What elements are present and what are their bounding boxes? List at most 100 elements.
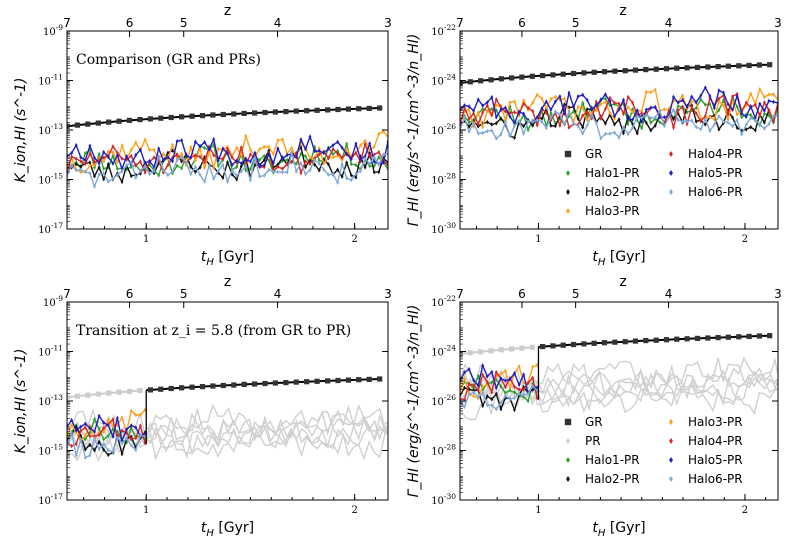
series-point <box>472 108 476 113</box>
series-point <box>603 96 607 101</box>
series-point <box>102 171 106 176</box>
series-point <box>485 108 489 113</box>
panel-p3: 1 2 10-9 10-11 10-13 10-15 10-17 7 6 5 4 3 z tH [Gyr]… <box>13 274 392 539</box>
series-point <box>576 94 580 99</box>
series-point <box>345 176 349 181</box>
legend-marker <box>564 418 572 426</box>
series-point <box>340 155 344 160</box>
series-point <box>326 162 330 167</box>
series-point <box>221 162 225 168</box>
legend-marker <box>669 170 673 176</box>
legend-label: Halo2-PR <box>585 472 640 486</box>
series-point <box>88 430 92 435</box>
series-point <box>544 125 548 131</box>
series-point <box>212 142 216 147</box>
series-point <box>626 116 630 121</box>
gr-point <box>725 63 731 69</box>
legend-label: Halo6-PR <box>688 185 743 199</box>
series-point <box>102 149 106 155</box>
series-point <box>111 434 115 439</box>
series-point <box>102 159 106 164</box>
series-point <box>193 169 197 175</box>
series-point <box>744 114 748 119</box>
gr-point <box>725 334 731 340</box>
series-point <box>494 97 498 102</box>
series-point <box>281 170 284 175</box>
series-point <box>88 151 92 156</box>
series-point <box>171 148 174 153</box>
y-axis-title: K_ion,HI (s^-1) <box>13 349 29 454</box>
legend-label: Halo5-PR <box>688 453 743 467</box>
series-point <box>649 90 653 95</box>
series-point <box>93 184 96 189</box>
z-axis-title: z <box>619 274 626 290</box>
gr-point-pre <box>74 393 80 399</box>
series-point <box>354 150 358 156</box>
gr-point <box>335 106 341 113</box>
gr-point <box>210 112 216 118</box>
gr-point-pre <box>488 348 494 354</box>
y-tick-label: 10-26 <box>431 393 456 408</box>
series-point <box>381 152 385 157</box>
series-point <box>513 371 516 376</box>
z-tick-label: 5 <box>572 287 580 301</box>
series-point <box>271 151 275 157</box>
series-point <box>143 161 147 166</box>
series-point <box>377 131 381 137</box>
series-point <box>640 125 644 131</box>
series-point <box>258 147 262 152</box>
series-point <box>115 153 119 158</box>
series-point <box>111 150 115 155</box>
series-point <box>585 107 589 112</box>
y-tick-label: 10-15 <box>38 172 63 187</box>
series-point <box>235 177 239 182</box>
series-point <box>70 430 74 435</box>
series-point <box>74 441 78 447</box>
series-point <box>180 138 184 143</box>
series-point <box>115 435 119 440</box>
series-point <box>499 376 503 381</box>
series-point <box>526 119 530 124</box>
series-point <box>581 92 585 98</box>
legend-item-halo1-pr: Halo1-PR <box>566 453 640 467</box>
gr-point <box>715 335 721 341</box>
series-point <box>359 159 362 164</box>
series-point <box>299 151 303 157</box>
series-point <box>349 173 353 178</box>
series-point <box>513 110 516 115</box>
series-point <box>97 439 101 445</box>
series-point <box>106 154 110 160</box>
series-point <box>152 147 156 153</box>
series-point <box>762 94 766 100</box>
series-point <box>740 132 744 137</box>
series-point <box>331 147 335 152</box>
series-point <box>708 114 712 120</box>
series-point <box>767 98 771 104</box>
series-point <box>226 151 229 156</box>
series-point <box>640 115 644 121</box>
series-point <box>599 101 603 107</box>
series-point <box>481 124 485 129</box>
series-point <box>111 423 115 428</box>
series-point <box>699 116 703 121</box>
series-point <box>244 133 248 139</box>
gr-point <box>705 64 711 70</box>
series-point <box>694 111 698 116</box>
series-point <box>102 155 106 160</box>
series-point <box>166 172 170 178</box>
series-point <box>553 123 557 129</box>
y-tick-label: 10-11 <box>38 73 63 88</box>
series-point <box>262 153 266 159</box>
series-point <box>576 116 580 121</box>
series-point <box>175 157 179 163</box>
gr-point <box>304 379 310 385</box>
series-point <box>558 116 562 121</box>
series-point <box>363 165 367 170</box>
series-point <box>134 447 138 453</box>
series-point <box>513 407 516 413</box>
series-point <box>138 168 142 174</box>
series-point <box>613 130 616 135</box>
series-point <box>349 177 353 183</box>
series-point <box>97 161 101 166</box>
series-point <box>106 149 110 154</box>
